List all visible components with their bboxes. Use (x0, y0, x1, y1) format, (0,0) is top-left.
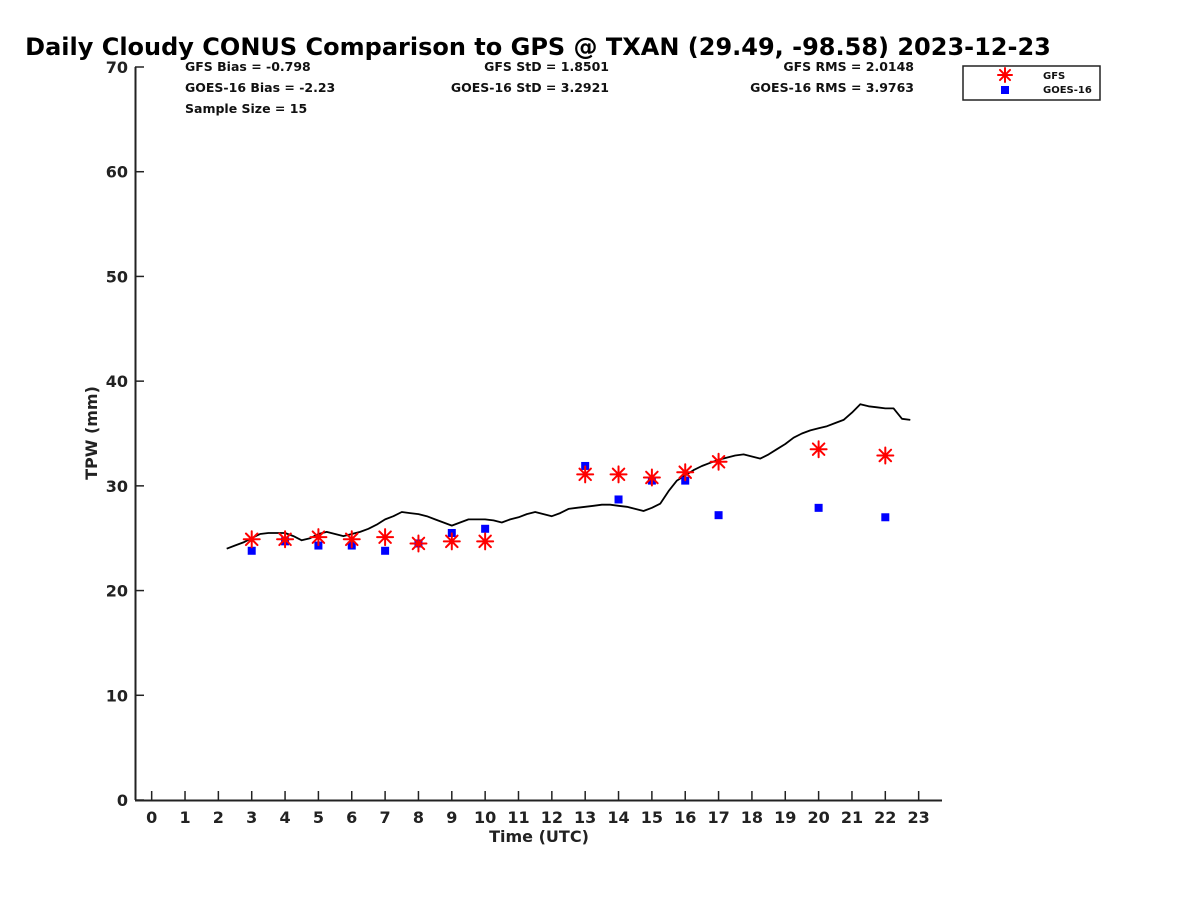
y-tick-label: 10 (106, 686, 128, 705)
goes-rms-text: GOES-16 RMS = 3.9763 (750, 80, 914, 95)
x-tick-label: 21 (841, 808, 863, 827)
legend-gfs-asterisk (997, 67, 1013, 83)
gfs-point-shape (809, 440, 828, 459)
x-tick-label: 5 (313, 808, 324, 827)
gps-tpw-line (226, 403, 911, 550)
x-tick-label: 11 (507, 808, 529, 827)
y-tick-label: 60 (106, 163, 128, 182)
x-tick-label: 3 (246, 808, 257, 827)
goes-bias-text: GOES-16 Bias = -2.23 (185, 80, 335, 95)
gps-line-layer (226, 403, 911, 550)
y-axis-label: TPW (mm) (82, 386, 101, 480)
x-tick-label: 13 (574, 808, 596, 827)
gfs-point (576, 465, 595, 484)
gfs-point-shape (442, 532, 461, 551)
gfs-std-text: GFS StD = 1.8501 (484, 59, 609, 74)
gfs-point-shape (676, 463, 695, 482)
gfs-point-shape (376, 528, 395, 547)
gfs-point-shape (309, 528, 328, 547)
gfs-point-shape (709, 452, 728, 471)
gfs-rms-text: GFS RMS = 2.0148 (783, 59, 914, 74)
x-tick-label: 8 (413, 808, 424, 827)
x-tick-label: 20 (807, 808, 829, 827)
goes-16-point (481, 524, 490, 533)
gfs-point-shape (876, 446, 895, 465)
legend-goes-label: GOES-16 (1043, 85, 1092, 96)
gfs-point-shape (476, 532, 495, 551)
gfs-point-shape (242, 530, 261, 549)
gfs-point (376, 528, 395, 547)
x-tick-label: 23 (908, 808, 930, 827)
gfs-point (809, 440, 828, 459)
gfs-point (342, 530, 361, 549)
y-tick-label: 40 (106, 372, 128, 391)
y-tick-label: 70 (106, 58, 128, 77)
goes-16-point (714, 511, 723, 520)
gfs-point-shape (342, 530, 361, 549)
x-tick-label: 6 (346, 808, 357, 827)
gfs-point-shape (276, 530, 295, 549)
legend-box (962, 65, 1101, 101)
gfs-point (309, 528, 328, 547)
goes-16-point (881, 513, 890, 522)
chart-title: Daily Cloudy CONUS Comparison to GPS @ T… (25, 33, 1051, 61)
gfs-point (242, 530, 261, 549)
gfs-point (609, 465, 628, 484)
x-tick-label: 12 (541, 808, 563, 827)
legend-gfs-asterisk-icon (997, 67, 1013, 83)
gfs-point (409, 534, 428, 553)
chart-legend: GFS GOES-16 (962, 65, 1101, 101)
x-tick-label: 22 (874, 808, 896, 827)
sample-size-text: Sample Size = 15 (185, 101, 307, 116)
legend-gfs-asterisk-shape (997, 67, 1013, 83)
gfs-point (709, 452, 728, 471)
x-tick-label: 10 (474, 808, 496, 827)
x-tick-label: 2 (213, 808, 224, 827)
gfs-point (442, 532, 461, 551)
x-tick-label: 14 (607, 808, 629, 827)
x-tick-label: 16 (674, 808, 696, 827)
gfs-point-shape (609, 465, 628, 484)
gfs-point-shape (642, 468, 661, 487)
gfs-bias-text: GFS Bias = -0.798 (185, 59, 311, 74)
gfs-point (876, 446, 895, 465)
y-tick-label: 30 (106, 477, 128, 496)
x-tick-label: 17 (707, 808, 729, 827)
gfs-point-shape (409, 534, 428, 553)
x-tick-label: 15 (641, 808, 663, 827)
x-ticks: 0 1 2 3 4 5 6 7 8 9 10 11 12 13 14 15 16 17 18 19 20 21 22 23 (146, 791, 930, 827)
gfs-point (642, 468, 661, 487)
y-tick-label: 20 (106, 582, 128, 601)
gfs-point (476, 532, 495, 551)
x-tick-label: 0 (146, 808, 157, 827)
x-tick-label: 1 (179, 808, 190, 827)
legend-gfs-label: GFS (1043, 71, 1065, 82)
x-axis-label: Time (UTC) (489, 827, 589, 846)
y-tick-label: 50 (106, 267, 128, 286)
axes (134, 67, 942, 802)
legend-goes-square-icon (1001, 86, 1009, 94)
statistics-annotations: GFS Bias = -0.798 GOES-16 Bias = -2.23 S… (185, 59, 914, 116)
gfs-points (242, 440, 895, 553)
x-tick-label: 19 (774, 808, 796, 827)
x-tick-label: 7 (380, 808, 391, 827)
goes-16-point (814, 503, 823, 512)
x-tick-label: 4 (279, 808, 290, 827)
goes-16-point (247, 546, 256, 555)
gfs-point (676, 463, 695, 482)
y-ticks: 0 10 20 30 40 50 60 70 (106, 58, 144, 810)
goes-16-point (381, 546, 390, 555)
y-tick-label: 0 (117, 791, 128, 810)
x-tick-label: 9 (446, 808, 457, 827)
goes-16-point (614, 495, 623, 504)
gfs-point (276, 530, 295, 549)
goes-std-text: GOES-16 StD = 3.2921 (451, 80, 609, 95)
x-tick-label: 18 (741, 808, 763, 827)
gfs-point-shape (576, 465, 595, 484)
